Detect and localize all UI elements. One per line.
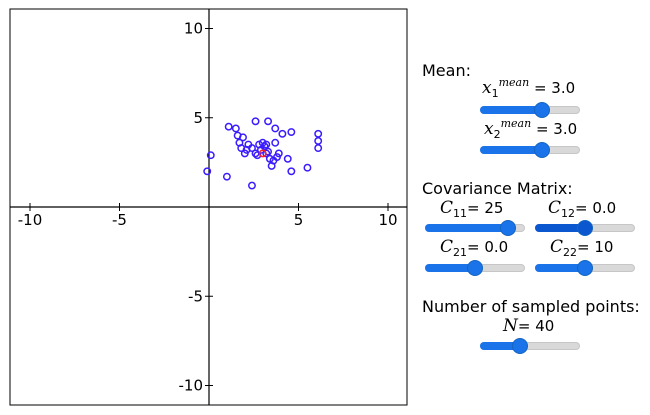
c11-subscript: 11 (453, 207, 468, 220)
sample-point (222, 172, 231, 181)
slider-thumb[interactable] (578, 261, 592, 275)
sample-point (303, 163, 312, 172)
axes: -10 -5 5 10 10 5 -5 -10 (10, 9, 407, 405)
slider-fill (480, 146, 542, 154)
x-tick-label: 10 (378, 211, 397, 229)
c22-subscript: 22 (563, 246, 578, 259)
sample-point (240, 149, 249, 158)
slider-fill (480, 106, 542, 114)
slider-fill (480, 342, 520, 350)
c21-slider[interactable] (425, 261, 525, 275)
slider-thumb[interactable] (501, 221, 515, 235)
c22-label: C22= 10 (550, 237, 614, 259)
mean-point (258, 149, 267, 158)
sample-point (283, 154, 292, 163)
y-tick-label: 5 (193, 109, 203, 127)
x-tick-label: 5 (294, 211, 304, 229)
c12-value: = 0.0 (575, 199, 617, 217)
sample-point (206, 151, 215, 160)
slider-fill (425, 264, 475, 272)
slider-thumb[interactable] (468, 261, 482, 275)
c11-symbol: C (440, 198, 454, 218)
c22-symbol: C (550, 237, 564, 257)
sample-point (231, 124, 240, 133)
c21-subscript: 21 (453, 246, 468, 259)
mean-heading: Mean: (422, 61, 471, 80)
mean-marker (258, 149, 267, 158)
sample-point (239, 133, 247, 142)
sample-point (244, 140, 253, 149)
slider-thumb[interactable] (513, 339, 527, 353)
scatter-plot-canvas[interactable]: -10 -5 5 10 10 5 -5 -10 (0, 0, 410, 415)
controls-panel: Mean: x1mean = 3.0 x2mean = 3.0 Covarian… (410, 0, 650, 415)
x2-subscript: 2 (493, 128, 501, 141)
x2-mean-slider[interactable] (480, 143, 580, 157)
x-tick-label: -5 (112, 211, 127, 229)
x1-mean-slider[interactable] (480, 103, 580, 117)
c21-label: C21= 0.0 (440, 237, 509, 259)
slider-thumb[interactable] (535, 103, 549, 117)
x-tick-label: -10 (18, 211, 43, 229)
c11-value: = 25 (467, 199, 504, 217)
c12-slider[interactable] (535, 221, 635, 235)
sample-point (251, 149, 260, 158)
sample-point (278, 129, 287, 138)
c22-slider[interactable] (535, 261, 635, 275)
sample-point (264, 117, 273, 126)
x1-symbol: x (482, 78, 492, 98)
sample-point (262, 140, 271, 149)
sample-point (271, 138, 280, 147)
y-tick-label: -5 (188, 287, 203, 305)
sample-point (251, 117, 260, 126)
sample-point (287, 128, 296, 136)
sample-point (273, 153, 281, 161)
x2-superscript: mean (500, 117, 532, 130)
slider-fill (535, 264, 585, 272)
c12-subscript: 12 (561, 207, 576, 220)
c11-label: C11= 25 (440, 198, 504, 220)
c21-symbol: C (440, 237, 454, 257)
sample-point (224, 122, 233, 131)
scatter-plot[interactable]: -10 -5 5 10 10 5 -5 -10 (0, 0, 410, 415)
x1-superscript: mean (498, 76, 530, 89)
n-label: N= 40 (503, 316, 554, 336)
y-tick-label: 10 (184, 20, 203, 38)
n-slider[interactable] (480, 339, 580, 353)
n-value: = 40 (517, 317, 555, 335)
sample-point (287, 167, 296, 176)
c12-symbol: C (548, 198, 562, 218)
sample-point (203, 167, 212, 176)
x2-symbol: x (484, 119, 494, 139)
n-heading: Number of sampled points: (422, 297, 640, 316)
sample-point (262, 149, 271, 158)
slider-fill (535, 224, 585, 232)
sample-point (314, 144, 323, 153)
c12-label: C12= 0.0 (548, 198, 617, 220)
slider-thumb[interactable] (578, 221, 592, 235)
sample-point (248, 181, 256, 190)
slider-thumb[interactable] (535, 143, 549, 157)
n-symbol: N (503, 316, 518, 336)
x2-mean-label: x2mean = 3.0 (484, 117, 578, 141)
c22-value: = 10 (577, 238, 614, 256)
x1-value: = 3.0 (533, 79, 576, 97)
x1-subscript: 1 (491, 87, 499, 100)
c21-value: = 0.0 (467, 238, 509, 256)
x2-value: = 3.0 (535, 120, 578, 138)
slider-fill (425, 224, 508, 232)
sample-point (271, 124, 280, 133)
sample-points (203, 117, 323, 190)
c11-slider[interactable] (425, 221, 525, 235)
y-tick-label: -10 (179, 377, 204, 395)
x1-mean-label: x1mean = 3.0 (482, 76, 576, 100)
covariance-heading: Covariance Matrix: (422, 179, 573, 198)
